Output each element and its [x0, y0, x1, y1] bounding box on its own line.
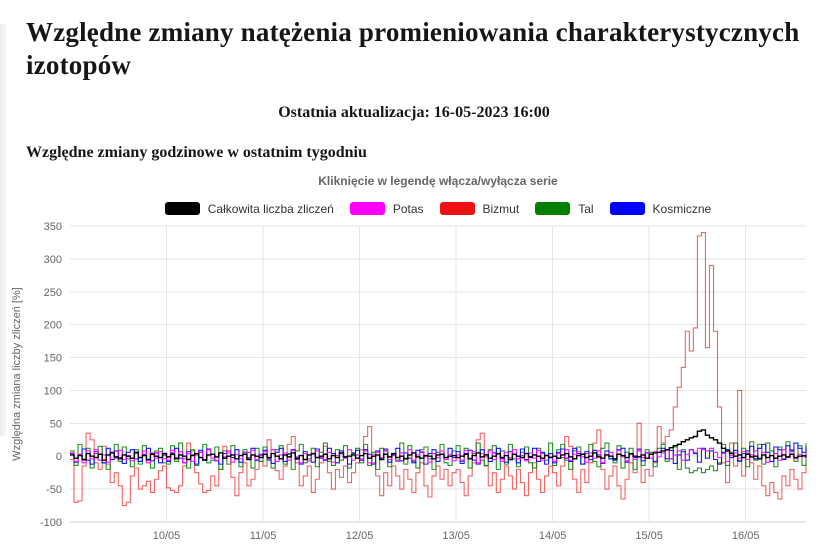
legend-item-tal[interactable]: Tal	[535, 201, 594, 216]
svg-text:100: 100	[44, 385, 62, 397]
section-heading: Względne zmiany godzinowe w ostatnim tyg…	[26, 143, 367, 161]
svg-text:15/05: 15/05	[635, 530, 663, 542]
legend-swatch-bizmut	[439, 202, 475, 216]
svg-text:200: 200	[44, 320, 62, 332]
svg-text:16/05: 16/05	[732, 530, 760, 542]
svg-text:-100: -100	[40, 517, 62, 529]
legend-label-kosmiczne: Kosmiczne	[652, 201, 712, 216]
legend-item-total[interactable]: Całkowita liczba zliczeń	[164, 201, 334, 216]
legend-item-bizmut[interactable]: Bizmut	[439, 201, 520, 216]
last-update-text: Ostatnia aktualizacja: 16-05-2023 16:00	[278, 103, 550, 121]
y-tick-labels: 350 300 250 200 150 100 50 0 -50 -100	[40, 221, 62, 529]
legend-swatch-potas	[349, 202, 385, 216]
svg-text:-50: -50	[46, 484, 62, 496]
svg-text:50: 50	[50, 418, 62, 430]
svg-text:10/05: 10/05	[153, 530, 181, 542]
page-edge-shade	[0, 24, 7, 436]
legend-label-tal: Tal	[578, 201, 594, 216]
legend-item-kosmiczne[interactable]: Kosmiczne	[609, 201, 712, 216]
svg-text:13/05: 13/05	[442, 530, 470, 542]
svg-text:11/05: 11/05	[250, 530, 277, 542]
y-grid	[70, 225, 806, 523]
svg-text:12/05: 12/05	[346, 530, 374, 542]
chart-title: Kliknięcie w legendę włącza/wyłącza seri…	[318, 173, 558, 188]
page-title: Względne zmiany natężenia promieniowania…	[26, 17, 800, 80]
series-potas	[70, 447, 807, 464]
chart-legend: Całkowita liczba zliczeń Potas Bizmut Tal Ko…	[48, 202, 828, 216]
series-bizmut	[70, 231, 807, 506]
chart-plot-area[interactable]: 350 300 250 200 150 100 50 0 -50 -100 10/05 11/05 12…	[8, 218, 820, 548]
x-tick-labels: 10/05 11/05 12/05 13/05 14/05 15/05 16/05	[153, 530, 760, 542]
legend-label-potas: Potas	[392, 201, 424, 216]
svg-text:0: 0	[56, 451, 62, 463]
legend-label-total: Całkowita liczba zliczeń	[207, 201, 334, 216]
page: Względne zmiany natężenia promieniowania…	[0, 16, 828, 548]
svg-text:300: 300	[44, 254, 62, 266]
legend-swatch-total	[164, 202, 200, 216]
legend-item-potas[interactable]: Potas	[349, 201, 424, 216]
x-grid	[166, 225, 747, 522]
legend-swatch-tal	[535, 202, 571, 216]
svg-text:350: 350	[44, 221, 62, 233]
svg-text:150: 150	[44, 352, 62, 364]
legend-label-bizmut: Bizmut	[482, 201, 520, 216]
legend-swatch-kosmiczne	[609, 202, 645, 216]
series-total	[70, 429, 807, 461]
series-kosmiczne	[70, 442, 807, 465]
svg-text:14/05: 14/05	[539, 530, 567, 542]
svg-text:250: 250	[44, 287, 62, 299]
y-axis-title: Względna zmiana liczby zliczeń [%]	[11, 287, 23, 461]
radiation-chart: Kliknięcie w legendę włącza/wyłącza seri…	[0, 174, 828, 548]
